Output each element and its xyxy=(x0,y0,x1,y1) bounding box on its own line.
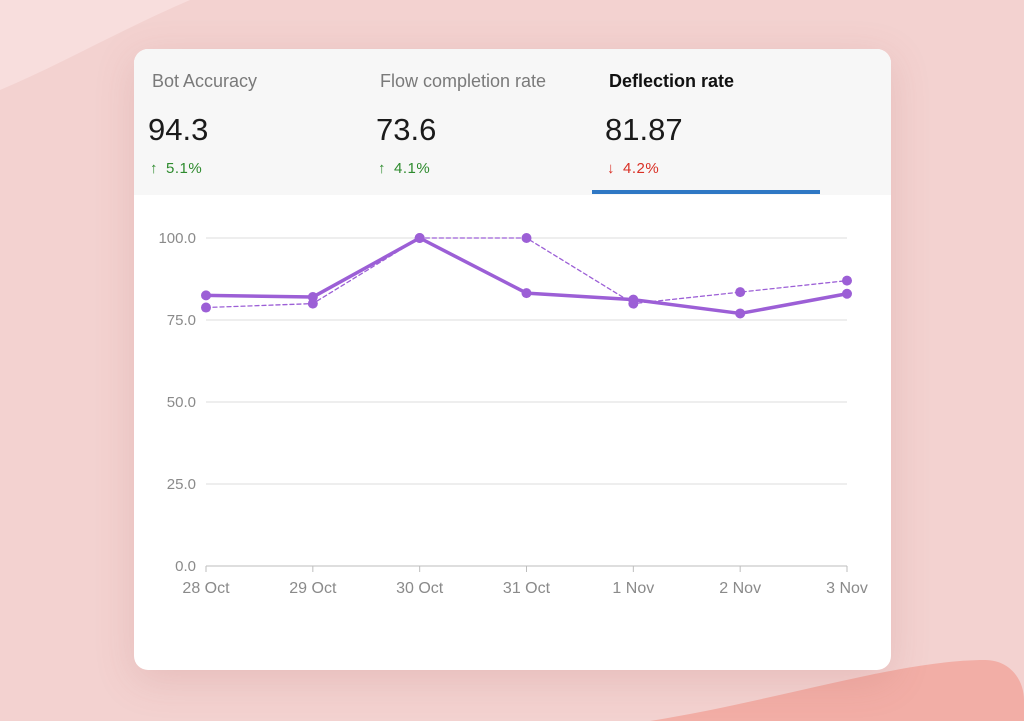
data-point-solid xyxy=(842,288,852,299)
data-point-dashed xyxy=(521,233,532,243)
x-tick-label: 28 Oct xyxy=(182,580,230,597)
data-point-solid xyxy=(521,288,532,299)
data-point-dashed xyxy=(201,302,211,313)
series-line-solid xyxy=(204,236,849,316)
x-tick-label: 2 Nov xyxy=(719,580,761,597)
metric-delta-value: 5.1% xyxy=(166,160,203,177)
metric-delta-value: 4.1% xyxy=(394,160,431,177)
metric-value: 94.3 xyxy=(148,112,209,147)
data-point-solid xyxy=(735,308,746,319)
arrow-up-icon: ↑ xyxy=(150,160,158,177)
metric-label: Bot Accuracy xyxy=(152,71,258,91)
data-point-dashed xyxy=(414,233,425,243)
metric-tab-flow-completion[interactable]: Flow completion rate 73.6 ↑ 4.1% xyxy=(376,49,608,195)
metric-delta: ↓ 4.2% xyxy=(607,160,659,177)
metric-delta: ↑ 5.1% xyxy=(150,160,202,177)
analytics-card: Bot Accuracy 94.3 ↑ 5.1% Flow completion … xyxy=(134,49,891,670)
metric-tab-deflection-rate[interactable]: Deflection rate 81.87 ↓ 4.2% xyxy=(605,49,837,195)
y-tick-label: 25.0 xyxy=(167,476,196,493)
data-point-dashed xyxy=(735,287,746,298)
x-tick-label: 31 Oct xyxy=(503,580,551,597)
y-tick-label: 75.0 xyxy=(167,312,196,329)
y-tick-label: 0.0 xyxy=(175,558,196,575)
line-chart: 0.0 25.0 50.0 75.0 100.0 28 Oct 29 Oct 30 Oct 31… xyxy=(158,230,868,597)
metric-label: Flow completion rate xyxy=(380,71,547,91)
data-point-solid xyxy=(201,290,211,301)
metrics-header: Bot Accuracy 94.3 ↑ 5.1% Flow completion … xyxy=(134,49,891,195)
arrow-down-icon: ↓ xyxy=(607,160,615,177)
metric-delta-value: 4.2% xyxy=(623,160,660,177)
metric-value: 81.87 xyxy=(605,112,683,147)
data-point-dashed xyxy=(628,298,639,309)
active-tab-indicator xyxy=(592,190,820,194)
x-tick-label: 29 Oct xyxy=(289,580,337,597)
metric-label: Deflection rate xyxy=(609,71,735,91)
y-tick-label: 50.0 xyxy=(167,394,196,411)
arrow-up-icon: ↑ xyxy=(378,160,386,177)
data-point-dashed xyxy=(842,275,852,286)
x-tick-label: 1 Nov xyxy=(612,580,654,597)
metric-tab-bot-accuracy[interactable]: Bot Accuracy 94.3 ↑ 5.1% xyxy=(148,49,380,195)
y-tick-label: 100.0 xyxy=(158,230,196,247)
metric-value: 73.6 xyxy=(376,112,437,147)
x-tick-label: 30 Oct xyxy=(396,580,444,597)
data-point-dashed xyxy=(307,298,318,309)
metric-delta: ↑ 4.1% xyxy=(378,160,430,177)
x-tick-label: 3 Nov xyxy=(826,580,868,597)
